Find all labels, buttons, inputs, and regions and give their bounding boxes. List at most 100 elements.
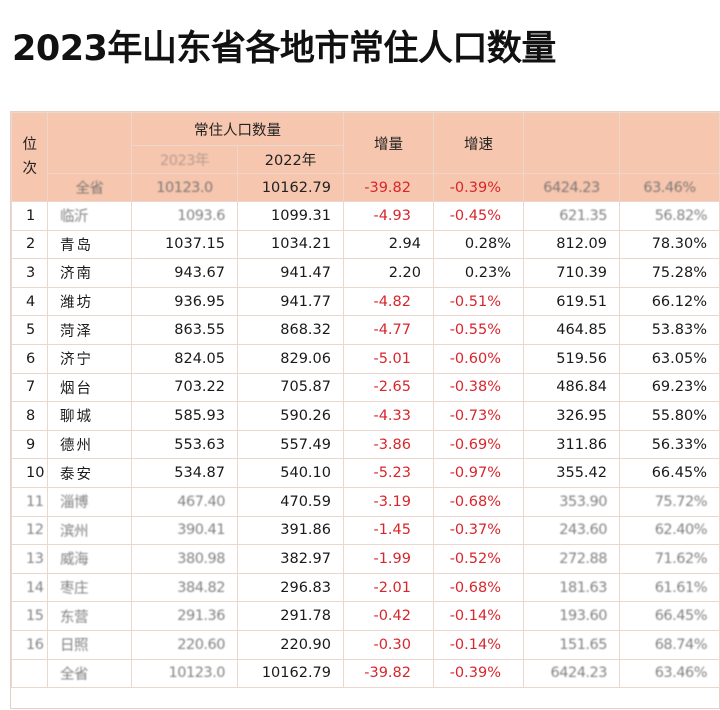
- table-row: 10 泰安 534.87 540.10 -5.23 -0.97% 355.42 66.45%: [11, 458, 720, 488]
- header-extra1: [523, 112, 620, 174]
- growth-cell: -0.55%: [433, 315, 524, 345]
- table-row: 15 东营 291.36 291.78 -0.42 -0.14% 193.60 66.45%: [11, 601, 720, 631]
- rank-cell: 4: [11, 286, 48, 317]
- table-row: 2 青岛 1037.15 1034.21 2.94 0.28% 812.09 78.30%: [11, 229, 720, 260]
- city-cell: 德州: [47, 429, 132, 460]
- city-cell: 临沂: [47, 201, 132, 231]
- pop-2022-cell: 382.97: [237, 544, 344, 574]
- table-row: 14 枣庄 384.82 296.83 -2.01 -0.68% 181.63 61.61%: [11, 572, 720, 603]
- table-row: 9 德州 553.63 557.49 -3.86 -0.69% 311.86 56.33%: [11, 429, 720, 460]
- extra2-cell-text: 62.40%: [654, 522, 708, 539]
- pop-2023-cell: 703.22: [131, 372, 238, 403]
- growth-cell: -0.14%: [433, 601, 524, 631]
- summary-growth: -0.39%: [433, 173, 524, 202]
- header-2023: 2023年: [131, 145, 238, 174]
- summary-2022: 10162.79: [237, 173, 344, 202]
- extra1-cell: 519.56: [523, 343, 620, 374]
- growth-cell: 0.28%: [433, 229, 524, 260]
- extra1-cell: 619.51: [523, 286, 620, 317]
- summary-e1: 6424.23: [523, 173, 620, 202]
- rank-cell-text: 15: [26, 608, 44, 625]
- pop-2022-cell: 941.47: [237, 258, 344, 288]
- pop-2023-cell: 220.60: [131, 629, 238, 660]
- extra1-cell: 355.42: [523, 458, 620, 488]
- pop-2022-cell: 1034.21: [237, 229, 344, 260]
- extra2-cell: 69.23%: [619, 372, 720, 403]
- extra2-cell-text: 75.72%: [654, 493, 708, 510]
- increase-cell: -0.42: [343, 601, 434, 631]
- pop-2022-cell: 829.06: [237, 343, 344, 374]
- table-row: 12 滨州 390.41 391.86 -1.45 -0.37% 243.60 62.40%: [11, 515, 720, 546]
- total-extra2-cell: 63.46%: [619, 658, 720, 689]
- summary-name: 全省: [47, 173, 132, 202]
- page-title: 2023年山东省各地市常住人口数量: [12, 29, 556, 69]
- pop-2023-cell: 936.95: [131, 286, 238, 317]
- header-pop-group: 常住人口数量: [131, 112, 344, 146]
- city-cell: 枣庄: [47, 572, 132, 603]
- growth-cell: -0.73%: [433, 401, 524, 431]
- growth-cell: -0.68%: [433, 486, 524, 517]
- rank-cell: 14: [11, 572, 48, 603]
- city-cell: 东营: [47, 601, 132, 631]
- growth-cell: -0.52%: [433, 544, 524, 574]
- pop-2023-cell: 467.40: [131, 486, 238, 517]
- total-extra1-cell: 6424.23: [523, 658, 620, 689]
- table-row: 4 潍坊 936.95 941.77 -4.82 -0.51% 619.51 66.12%: [11, 286, 720, 317]
- city-cell: 菏泽: [47, 315, 132, 345]
- extra2-cell-text: 56.82%: [654, 207, 708, 224]
- pop-2023-cell-text: 291.36: [177, 608, 225, 625]
- rank-cell: 10: [11, 458, 48, 488]
- total-2022-cell: 10162.79: [237, 658, 344, 689]
- increase-cell: -4.93: [343, 201, 434, 231]
- pop-2023-cell-text: 467.40: [177, 493, 225, 510]
- pop-2022-cell: 296.83: [237, 572, 344, 603]
- extra1-cell: 486.84: [523, 372, 620, 403]
- extra1-cell-text: 621.35: [559, 207, 607, 224]
- rank-cell-text: 14: [26, 579, 44, 596]
- table-row: 16 日照 220.60 220.90 -0.30 -0.14% 151.65 68.74%: [11, 629, 720, 660]
- pop-2022-cell: 590.26: [237, 401, 344, 431]
- increase-cell: -5.01: [343, 343, 434, 374]
- summary-name-text: 全省: [75, 181, 105, 197]
- pop-2023-cell-text: 384.82: [177, 579, 225, 596]
- growth-cell: 0.23%: [433, 258, 524, 288]
- rank-cell: 15: [11, 601, 48, 631]
- increase-cell: -3.19: [343, 486, 434, 517]
- extra1-cell: 193.60: [523, 601, 620, 631]
- extra2-cell-text: 68.74%: [654, 636, 708, 653]
- extra1-cell-text: 353.90: [559, 493, 607, 510]
- pop-2023-cell: 380.98: [131, 544, 238, 574]
- extra2-cell: 71.62%: [619, 544, 720, 574]
- rank-cell: 9: [11, 429, 48, 460]
- total-extra2-cell-text: 63.46%: [654, 665, 708, 682]
- extra2-cell: 61.61%: [619, 572, 720, 603]
- summary-row: 全省 10123.0 10162.79 -39.82 -0.39% 6424.2…: [12, 173, 720, 202]
- pop-2023-cell: 534.87: [131, 458, 238, 488]
- rank-cell: 5: [11, 315, 48, 345]
- extra1-cell: 311.86: [523, 429, 620, 460]
- increase-cell: 2.94: [343, 229, 434, 260]
- increase-cell: -5.23: [343, 458, 434, 488]
- growth-cell: -0.38%: [433, 372, 524, 403]
- extra1-cell-text: 181.63: [559, 579, 607, 596]
- rank-cell: 7: [11, 372, 48, 403]
- extra2-cell: 66.12%: [619, 286, 720, 317]
- extra2-cell: 75.72%: [619, 486, 720, 517]
- extra1-cell-text: 151.65: [559, 636, 607, 653]
- extra1-cell: 151.65: [523, 629, 620, 660]
- rank-cell: 3: [11, 258, 48, 288]
- extra1-cell: 272.88: [523, 544, 620, 574]
- total-extra1-cell-text: 6424.23: [550, 665, 608, 682]
- extra2-cell: 53.83%: [619, 315, 720, 345]
- extra2-cell: 55.80%: [619, 401, 720, 431]
- total-name-cell-text: 全省: [60, 666, 89, 683]
- table-row: 5 菏泽 863.55 868.32 -4.77 -0.55% 464.85 53.83%: [11, 315, 720, 345]
- total-row: 全省 10123.0 10162.79 -39.82 -0.39% 6424.23 63.4…: [11, 658, 720, 689]
- growth-cell: -0.45%: [433, 201, 524, 231]
- pop-2022-cell: 557.49: [237, 429, 344, 460]
- rank-cell: 11: [11, 486, 48, 517]
- pop-2023-cell: 943.67: [131, 258, 238, 288]
- city-cell: 滨州: [47, 515, 132, 546]
- extra2-cell-text: 61.61%: [654, 579, 708, 596]
- increase-cell: -4.33: [343, 401, 434, 431]
